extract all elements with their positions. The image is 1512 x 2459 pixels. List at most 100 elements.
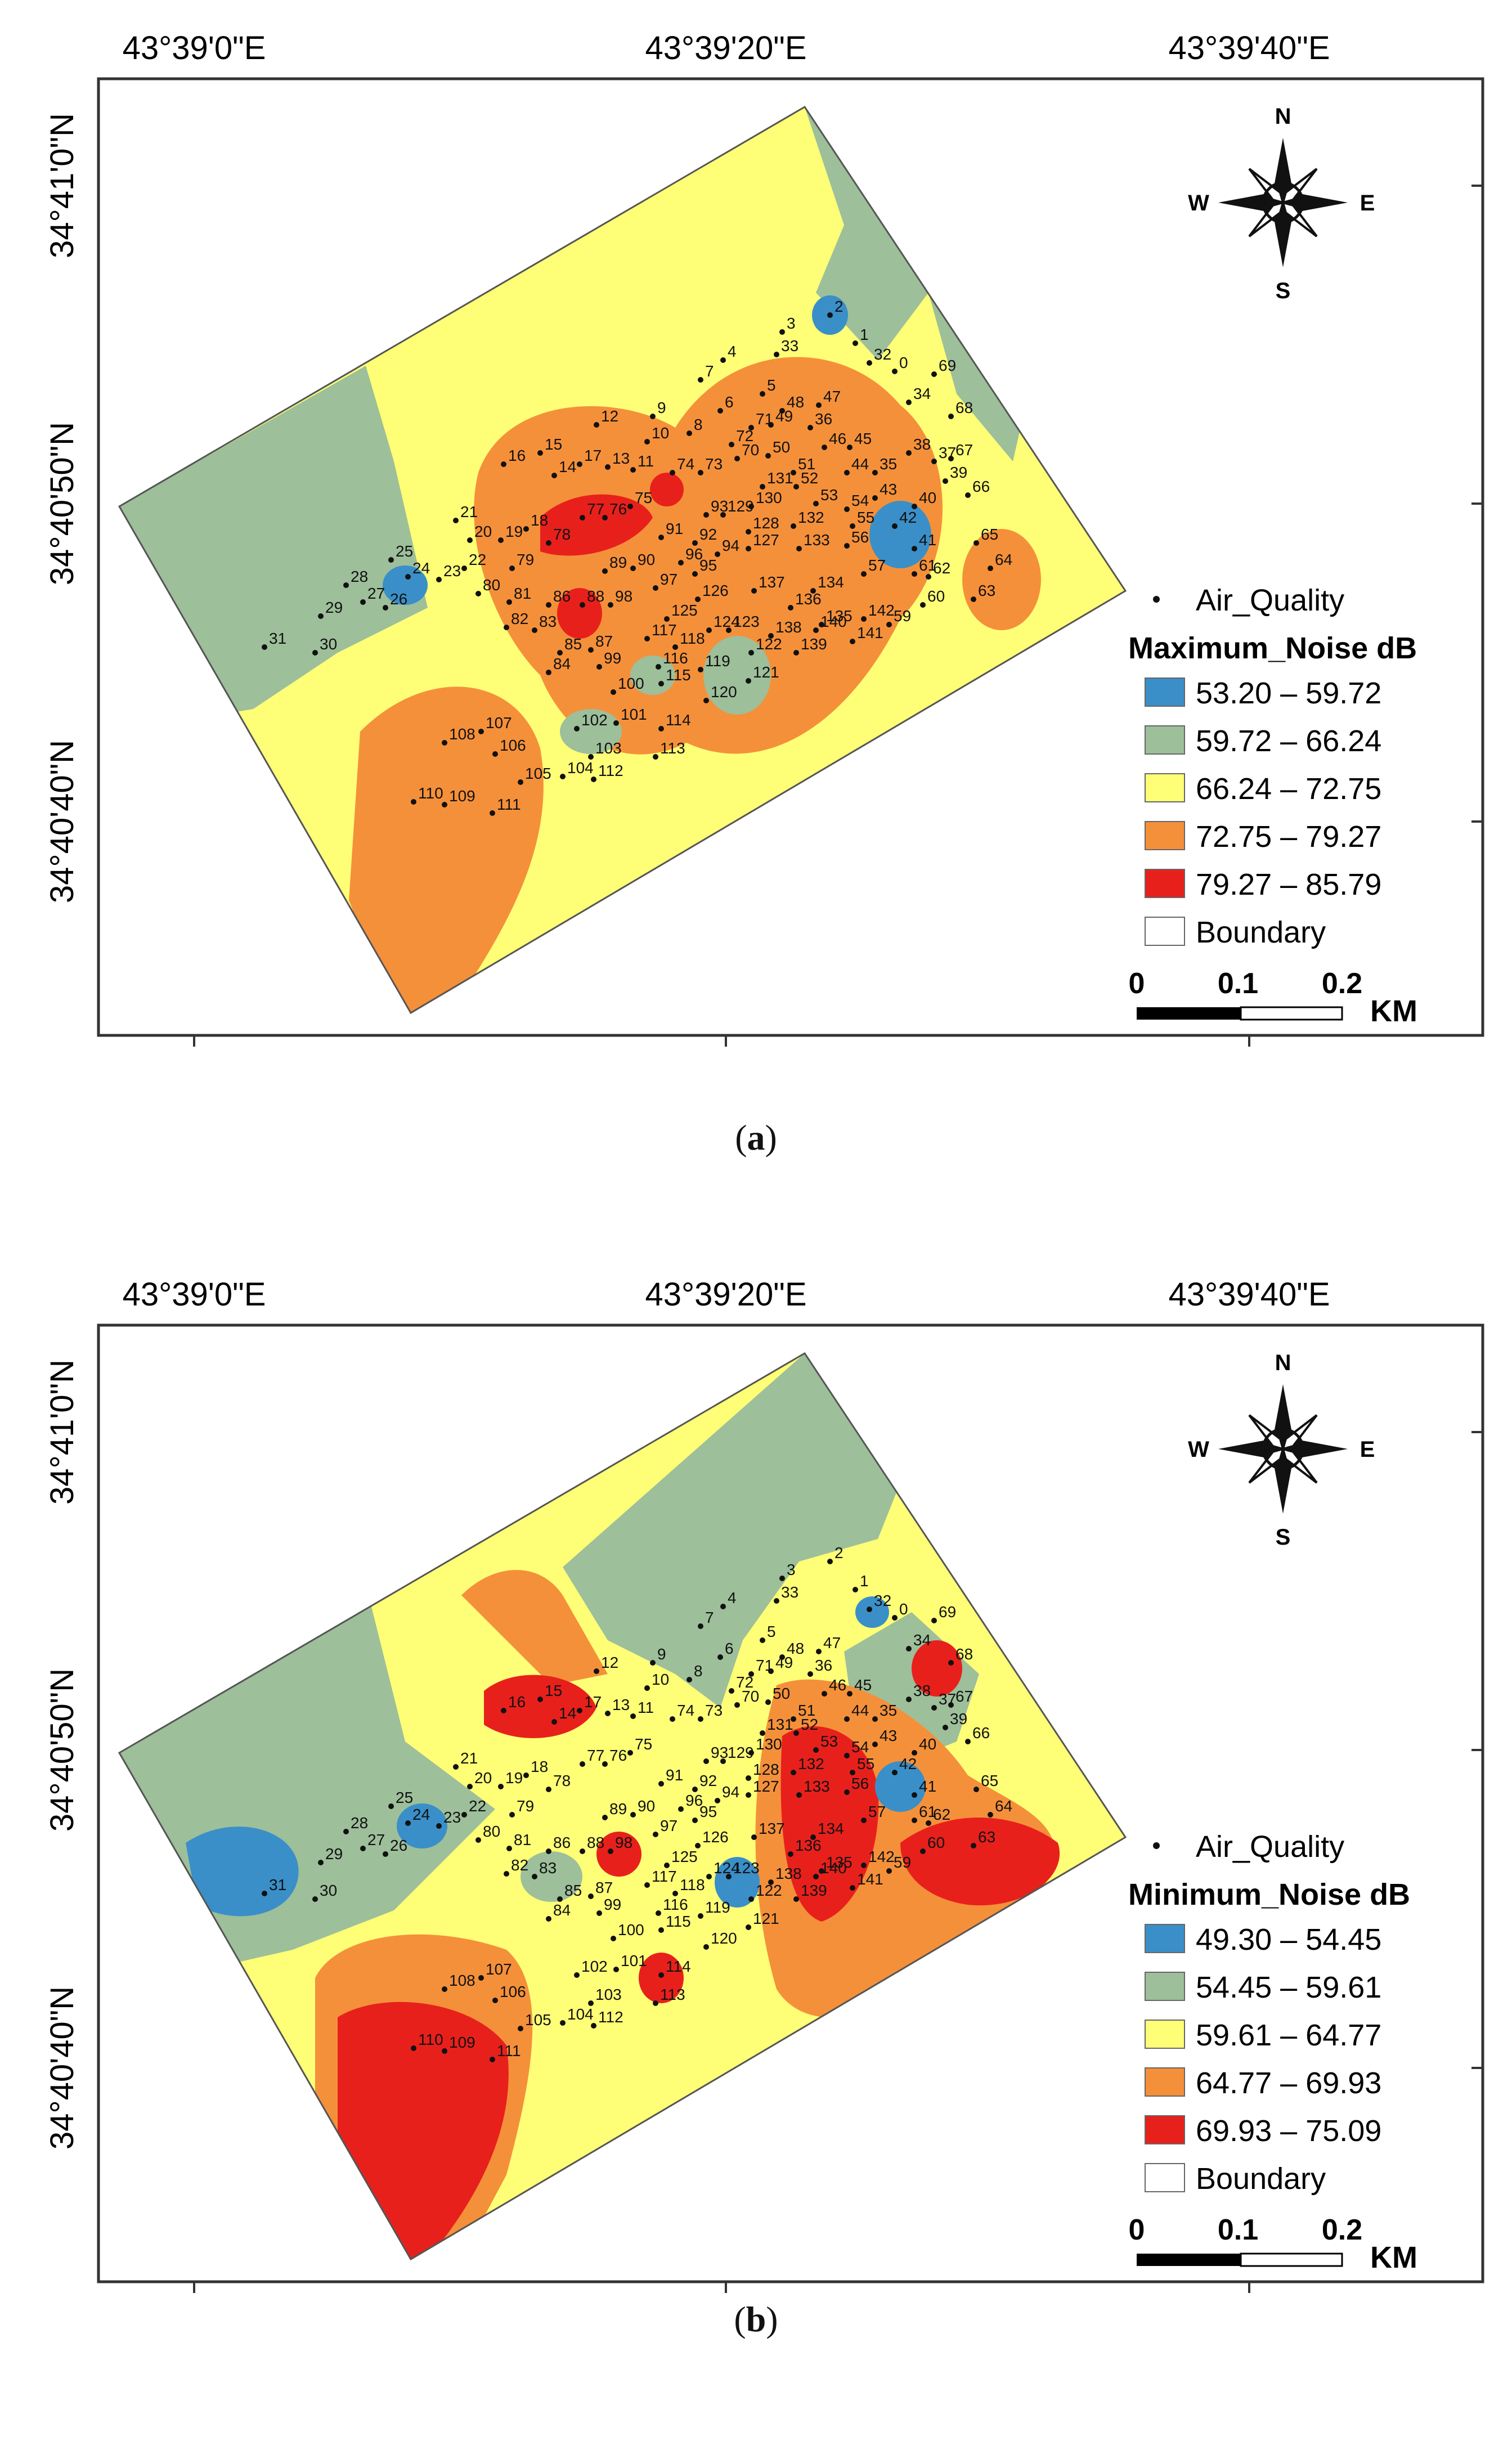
sample-point-7 <box>698 1623 703 1629</box>
sample-point-label-38: 38 <box>913 1682 931 1699</box>
sample-point-label-127: 127 <box>753 1778 779 1795</box>
sample-point-97 <box>653 585 658 591</box>
zone-class-5-southwest <box>338 2002 509 2259</box>
sample-point-label-75: 75 <box>635 489 652 506</box>
sample-point-111 <box>490 2057 495 2062</box>
sample-point-140 <box>813 1874 819 1879</box>
sample-point-28 <box>343 1829 349 1834</box>
sample-point-24 <box>405 1820 411 1826</box>
sample-point-6 <box>717 408 723 414</box>
sample-point-83 <box>532 627 537 633</box>
sample-point-112 <box>591 777 596 782</box>
sample-point-label-70: 70 <box>742 1688 759 1705</box>
sample-point-label-96: 96 <box>685 545 703 563</box>
zone-class-5-spot-88 <box>557 588 602 639</box>
sample-point-62 <box>926 1820 931 1826</box>
sample-point-label-21: 21 <box>460 503 478 520</box>
sample-point-2 <box>827 312 833 318</box>
sample-point-label-92: 92 <box>699 526 717 543</box>
sample-point-100 <box>611 1936 616 1941</box>
sample-point-59 <box>886 622 892 627</box>
sample-point-43 <box>872 1742 878 1747</box>
sample-point-label-120: 120 <box>711 683 737 701</box>
sample-point-126 <box>695 1843 701 1848</box>
sample-point-8 <box>687 430 692 436</box>
sample-point-47 <box>816 402 822 408</box>
sample-point-64 <box>988 566 993 571</box>
sample-point-label-86: 86 <box>553 1834 571 1851</box>
legend-label-3: 66.24 – 72.75 <box>1196 772 1381 806</box>
sample-point-50 <box>765 1699 771 1705</box>
sample-point-label-3: 3 <box>787 1561 796 1578</box>
sample-point-80 <box>475 1837 481 1843</box>
sample-point-97 <box>653 1832 658 1837</box>
sample-point-label-84: 84 <box>553 1901 571 1919</box>
sample-point-label-133: 133 <box>804 531 830 549</box>
sample-point-label-88: 88 <box>587 587 604 605</box>
sample-point-label-0: 0 <box>899 354 908 371</box>
sample-point-6 <box>717 1654 723 1660</box>
sample-point-45 <box>847 445 853 450</box>
sample-point-label-48: 48 <box>787 393 804 411</box>
sample-point-label-43: 43 <box>880 481 897 498</box>
sample-point-label-128: 128 <box>753 1761 779 1778</box>
sample-point-101 <box>613 1967 619 1972</box>
sample-point-59 <box>886 1868 892 1874</box>
sample-point-22 <box>461 566 467 571</box>
sample-point-label-111: 111 <box>497 796 521 813</box>
compass-w: W <box>1188 191 1209 216</box>
sample-point-36 <box>807 1671 813 1677</box>
sample-point-label-135: 135 <box>826 607 853 625</box>
sample-point-82 <box>504 1871 509 1877</box>
sample-point-82 <box>504 625 509 630</box>
sample-point-74 <box>670 470 675 475</box>
sample-point-87 <box>588 1893 594 1899</box>
sample-point-label-44: 44 <box>851 455 869 473</box>
sample-point-20 <box>467 1784 473 1789</box>
sample-point-121 <box>746 1924 751 1930</box>
sample-point-16 <box>501 1708 506 1713</box>
sample-point-label-13: 13 <box>612 450 630 467</box>
zone-class-2-north <box>563 1353 900 1708</box>
sample-point-label-126: 126 <box>702 1828 729 1846</box>
sample-point-85 <box>557 650 563 656</box>
sample-point-label-15: 15 <box>545 1682 562 1699</box>
sample-point-label-77: 77 <box>587 1747 604 1764</box>
sample-point-label-41: 41 <box>919 531 936 549</box>
sample-point-129 <box>720 1758 726 1764</box>
sample-point-label-22: 22 <box>469 551 486 568</box>
sample-point-31 <box>262 1891 267 1896</box>
sample-point-54 <box>844 1753 850 1758</box>
sample-point-label-141: 141 <box>857 624 883 641</box>
sample-point-label-78: 78 <box>553 1772 571 1789</box>
sample-point-label-31: 31 <box>269 1876 286 1893</box>
sample-point-116 <box>656 1910 661 1916</box>
sample-point-label-114: 114 <box>666 1958 691 1975</box>
sample-point-label-102: 102 <box>581 1958 608 1975</box>
sample-point-label-39: 39 <box>950 1710 967 1727</box>
sample-point-5 <box>760 1637 765 1643</box>
sample-point-57 <box>861 1818 867 1823</box>
scale-unit: KM <box>1370 2241 1417 2274</box>
sample-point-label-25: 25 <box>396 542 413 560</box>
sample-point-label-98: 98 <box>615 587 632 605</box>
sample-point-label-96: 96 <box>685 1792 703 1809</box>
sample-point-label-53: 53 <box>820 1733 838 1750</box>
sample-point-72 <box>729 442 734 447</box>
sample-point-4 <box>720 1604 726 1609</box>
sample-point-105 <box>518 779 523 785</box>
sample-point-label-2: 2 <box>834 298 844 315</box>
sample-point-label-32: 32 <box>874 345 891 363</box>
sample-point-label-81: 81 <box>514 585 531 602</box>
sample-point-label-97: 97 <box>660 571 678 588</box>
sample-point-127 <box>746 546 751 551</box>
sample-point-15 <box>537 450 543 456</box>
sample-point-104 <box>560 774 566 779</box>
sample-point-label-111: 111 <box>497 2042 521 2059</box>
scale-label-1: 0.1 <box>1218 2214 1258 2246</box>
legend-label-5: 79.27 – 85.79 <box>1196 868 1381 901</box>
scale-label-0: 0 <box>1129 2214 1145 2246</box>
sample-point-87 <box>588 647 594 653</box>
sample-point-label-133: 133 <box>804 1778 830 1795</box>
